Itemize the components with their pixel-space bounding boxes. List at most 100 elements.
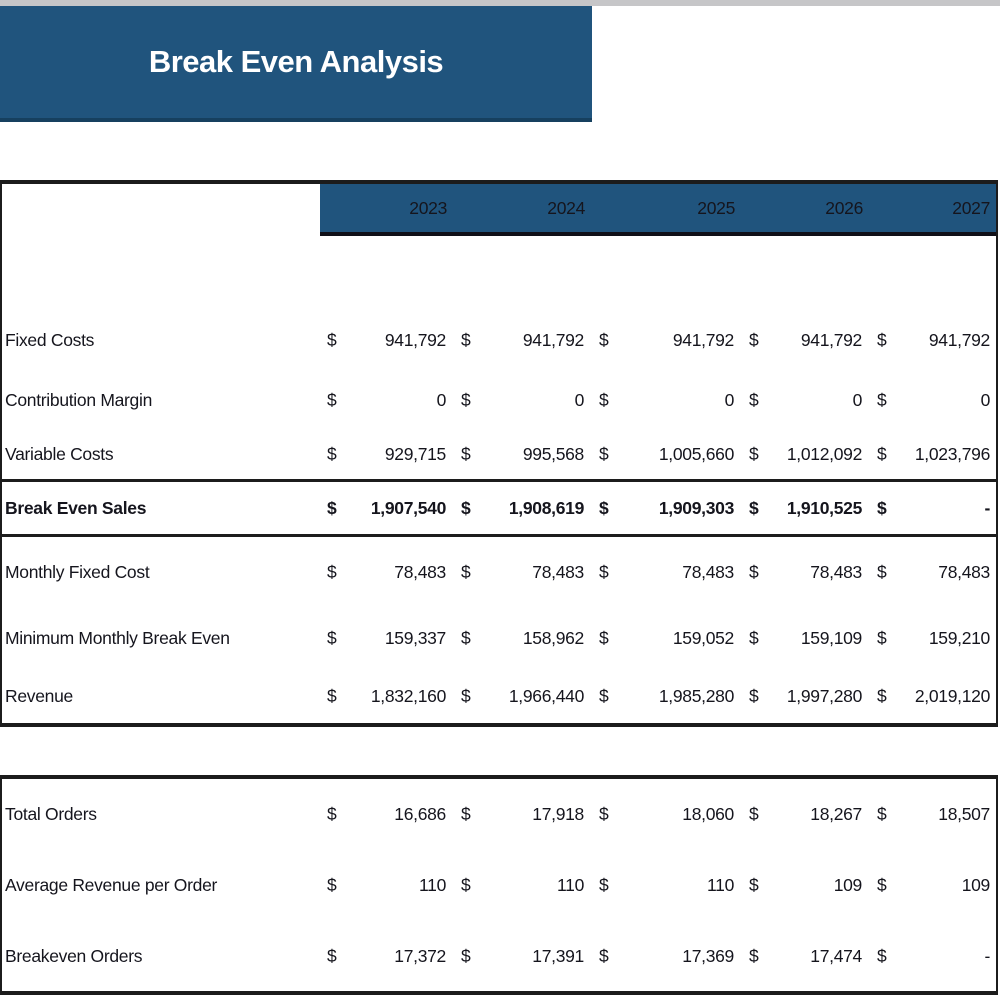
amount-cell: $1,985,280 (592, 686, 742, 707)
amount-value: 78,483 (810, 561, 862, 582)
amount-cell: $1,966,440 (454, 686, 592, 707)
currency-symbol: $ (327, 803, 337, 824)
year-header-2026: 2026 (742, 184, 870, 236)
amount-value: 0 (980, 389, 991, 410)
amount-cell: $0 (320, 390, 454, 411)
amount-cell: $159,210 (870, 628, 996, 649)
amount-cell: $1,910,525 (742, 498, 870, 519)
amount-cell: $1,005,660 (592, 444, 742, 465)
amount-cell: $17,369 (592, 946, 742, 967)
amount-value: 1,012,092 (786, 444, 862, 464)
currency-symbol: $ (327, 945, 337, 966)
amount-cell: $0 (742, 390, 870, 411)
amount-cell: $941,792 (592, 330, 742, 351)
currency-symbol: $ (877, 803, 887, 824)
amount-value: 78,483 (938, 561, 990, 582)
currency-symbol: $ (599, 874, 609, 895)
table-row-break-even-sales: Break Even Sales $1,907,540 $1,908,619 $… (2, 479, 996, 537)
amount-value: 1,909,303 (658, 497, 734, 518)
table-row-breakeven-orders: Breakeven Orders $17,372 $17,391 $17,369… (2, 921, 996, 991)
amount-cell: $17,391 (454, 946, 592, 967)
currency-symbol: $ (599, 329, 609, 350)
table-row-total-orders: Total Orders $16,686 $17,918 $18,060 $18… (2, 779, 996, 849)
table-row-fixed-costs: Fixed Costs $941,792 $941,792 $941,792 $… (2, 310, 996, 370)
year-header-2027: 2027 (870, 184, 996, 236)
currency-symbol: $ (599, 389, 609, 410)
currency-symbol: $ (599, 561, 609, 582)
row-label: Break Even Sales (5, 497, 147, 518)
currency-symbol: $ (749, 561, 759, 582)
amount-cell: $1,023,796 (870, 444, 996, 465)
currency-symbol: $ (877, 389, 887, 410)
amount-cell: $941,792 (320, 330, 454, 351)
row-label: Average Revenue per Order (5, 874, 218, 895)
amount-cell: $109 (742, 875, 870, 896)
header-corner-cell (2, 184, 320, 236)
amount-cell: $1,997,280 (742, 686, 870, 707)
currency-symbol: $ (749, 685, 759, 706)
currency-symbol: $ (327, 389, 337, 410)
year-header-2023: 2023 (320, 184, 454, 236)
amount-cell: $18,267 (742, 804, 870, 825)
amount-value: 110 (707, 874, 734, 895)
currency-symbol: $ (599, 685, 609, 706)
amount-cell: $941,792 (454, 330, 592, 351)
amount-cell: $158,962 (454, 628, 592, 649)
currency-symbol: $ (877, 945, 887, 966)
amount-cell: $2,019,120 (870, 686, 996, 707)
currency-symbol: $ (461, 444, 471, 464)
currency-symbol: $ (461, 329, 471, 350)
amount-value: 1,910,525 (786, 497, 862, 518)
amount-value: 110 (419, 874, 446, 895)
amount-cell: $78,483 (870, 562, 996, 583)
currency-symbol: $ (327, 874, 337, 895)
amount-cell: $929,715 (320, 444, 454, 465)
currency-symbol: $ (877, 561, 887, 582)
currency-symbol: $ (599, 444, 609, 464)
amount-value: 1,985,280 (658, 685, 734, 706)
amount-cell: $941,792 (742, 330, 870, 351)
amount-cell: $17,372 (320, 946, 454, 967)
amount-value: 109 (961, 874, 991, 895)
currency-symbol: $ (749, 627, 759, 648)
currency-symbol: $ (749, 803, 759, 824)
currency-symbol: $ (599, 497, 609, 518)
break-even-table: 2023 2024 2025 2026 2027 Fixed Costs $94… (0, 180, 998, 727)
amount-value: 941,792 (800, 329, 862, 350)
currency-symbol: $ (877, 627, 887, 648)
amount-cell: $159,109 (742, 628, 870, 649)
amount-value: - (984, 945, 990, 966)
amount-value: 78,483 (394, 561, 446, 582)
currency-symbol: $ (461, 803, 471, 824)
amount-cell: $78,483 (592, 562, 742, 583)
row-label: Minimum Monthly Break Even (5, 627, 230, 648)
currency-symbol: $ (327, 329, 337, 350)
amount-cell: $ - (870, 498, 996, 519)
amount-cell: $110 (454, 875, 592, 896)
amount-cell: $159,052 (592, 628, 742, 649)
amount-cell: $110 (320, 875, 454, 896)
amount-value: 17,474 (810, 945, 862, 966)
amount-value: 1,908,619 (508, 497, 584, 518)
currency-symbol: $ (461, 389, 471, 410)
amount-value: 17,918 (532, 803, 584, 824)
amount-value: 941,792 (672, 329, 734, 350)
table-row-revenue: Revenue $1,832,160 $1,966,440 $1,985,280… (2, 669, 996, 723)
year-header-row: 2023 2024 2025 2026 2027 (2, 184, 996, 236)
amount-value: 941,792 (384, 329, 446, 350)
amount-value: 0 (574, 389, 585, 410)
table-row-average-revenue-per-order: Average Revenue per Order $110 $110 $110… (2, 849, 996, 921)
amount-value: 0 (852, 389, 863, 410)
table-row-variable-costs: Variable Costs $929,715 $995,568 $1,005,… (2, 430, 996, 479)
amount-cell: $78,483 (320, 562, 454, 583)
currency-symbol: $ (461, 627, 471, 648)
currency-symbol: $ (749, 874, 759, 895)
currency-symbol: $ (877, 444, 887, 464)
currency-symbol: $ (599, 627, 609, 648)
currency-symbol: $ (461, 685, 471, 706)
title-banner: Break Even Analysis (0, 6, 592, 122)
amount-cell: $18,060 (592, 804, 742, 825)
blank-rows (2, 236, 996, 310)
amount-value: 0 (436, 389, 447, 410)
table-row-minimum-monthly-break-even: Minimum Monthly Break Even $159,337 $158… (2, 607, 996, 669)
